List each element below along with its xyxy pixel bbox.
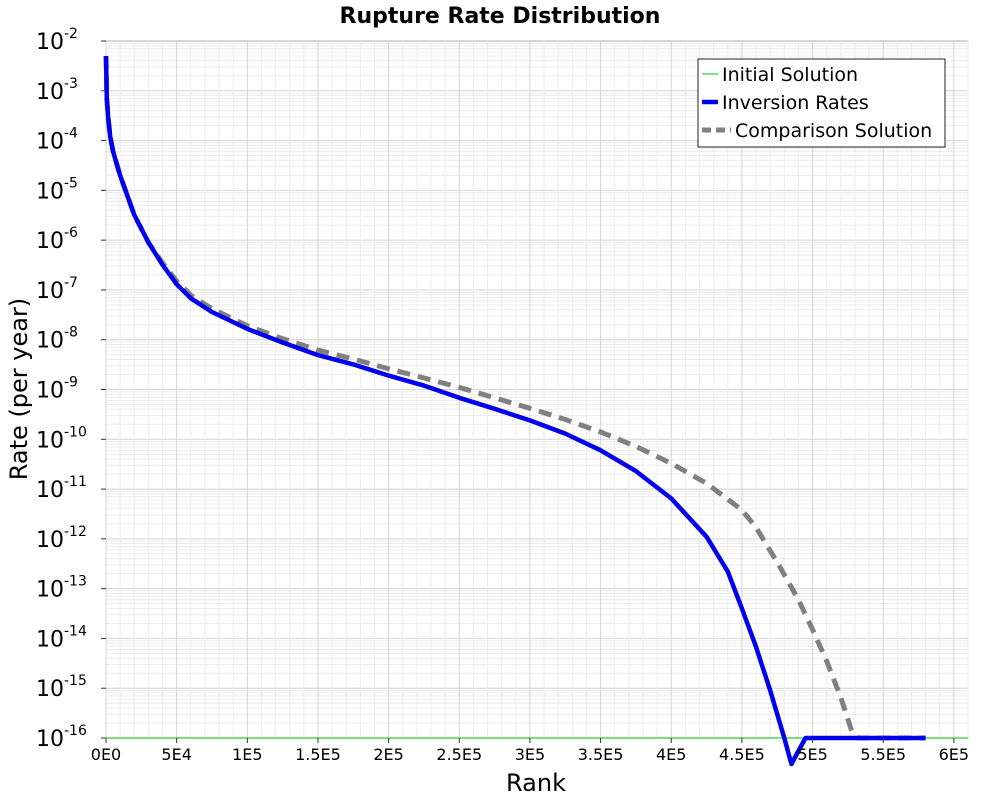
y-tick-base: 10: [36, 179, 64, 204]
y-tick-base: 10: [36, 130, 64, 155]
y-tick-exponent: -14: [64, 623, 87, 639]
x-tick-label: 4.5E5: [719, 745, 765, 764]
y-tick-base: 10: [36, 379, 64, 404]
y-tick-exponent: -5: [64, 175, 78, 191]
legend: Initial Solution Inversion Rates Compariso…: [697, 58, 946, 148]
x-tick-label: 2E5: [373, 745, 403, 764]
chart-title: Rupture Rate Distribution: [340, 4, 661, 29]
x-axis: 0E0 5E4 1E5 1.5E5 2E5 2.5E5 3E5 3.5E5 4E5 4.5E5 5E…: [91, 738, 969, 764]
legend-label: Inversion Rates: [722, 92, 869, 114]
x-tick-label: 0E0: [91, 745, 121, 764]
x-tick-label: 4E5: [656, 745, 686, 764]
x-tick-label: 3.5E5: [578, 745, 624, 764]
y-tick-base: 10: [36, 727, 64, 752]
y-tick-label: 10 -3: [36, 76, 78, 105]
y-tick-label: 10 -10: [36, 424, 87, 453]
x-tick-label: 6E5: [939, 745, 969, 764]
y-tick-label: 10 -8: [36, 325, 78, 354]
y-tick-base: 10: [36, 677, 64, 702]
y-tick-exponent: -15: [64, 673, 87, 689]
x-tick-label: 5E4: [161, 745, 191, 764]
y-tick-base: 10: [36, 528, 64, 553]
y-tick-exponent: -13: [64, 574, 87, 590]
y-tick-label: 10 -5: [36, 175, 78, 204]
y-tick-base: 10: [36, 329, 64, 354]
y-tick-base: 10: [36, 578, 64, 603]
y-tick-label: 10 -4: [36, 126, 78, 155]
y-tick-exponent: -2: [64, 26, 78, 42]
y-tick-base: 10: [36, 30, 64, 55]
x-tick-label: 1E5: [232, 745, 262, 764]
x-tick-label: 2.5E5: [436, 745, 482, 764]
y-tick-label: 10 -13: [36, 574, 87, 603]
y-tick-label: 10 -6: [36, 225, 78, 254]
series-line-inversion-rates: [103, 55, 926, 767]
y-tick-exponent: -7: [64, 275, 78, 291]
x-tick-label: 5E5: [797, 745, 827, 764]
legend-label: Initial Solution: [722, 64, 858, 86]
y-tick-base: 10: [36, 478, 64, 503]
x-tick-label: 3E5: [515, 745, 545, 764]
y-tick-label: 10 -16: [36, 723, 87, 752]
y-tick-label: 10 -7: [36, 275, 78, 304]
y-tick-label: 10 -9: [36, 375, 78, 404]
y-tick-exponent: -12: [64, 524, 87, 540]
y-tick-base: 10: [36, 229, 64, 254]
y-tick-exponent: -8: [64, 325, 78, 341]
y-tick-label: 10 -15: [36, 673, 87, 702]
y-tick-exponent: -6: [64, 225, 78, 241]
y-tick-base: 10: [36, 279, 64, 304]
y-tick-exponent: -9: [64, 375, 78, 391]
y-tick-base: 10: [36, 80, 64, 105]
y-tick-base: 10: [36, 627, 64, 652]
y-tick-base: 10: [36, 428, 64, 453]
y-tick-label: 10 -2: [36, 26, 78, 55]
x-tick-label: 1.5E5: [295, 745, 341, 764]
y-tick-exponent: -16: [64, 723, 87, 739]
x-tick-label: 5.5E5: [860, 745, 906, 764]
legend-box: [697, 58, 946, 148]
x-axis-label: Rank: [506, 769, 566, 797]
series-layer: [103, 55, 968, 767]
y-axis-label: Rate (per year): [5, 298, 33, 480]
legend-label: Comparison Solution: [735, 120, 932, 142]
y-tick-exponent: -10: [64, 424, 87, 440]
y-tick-label: 10 -11: [36, 474, 87, 503]
y-tick-exponent: -11: [64, 474, 87, 490]
y-tick-label: 10 -14: [36, 623, 87, 652]
y-tick-exponent: -4: [64, 126, 78, 142]
y-tick-exponent: -3: [64, 76, 78, 92]
y-tick-label: 10 -12: [36, 524, 87, 553]
